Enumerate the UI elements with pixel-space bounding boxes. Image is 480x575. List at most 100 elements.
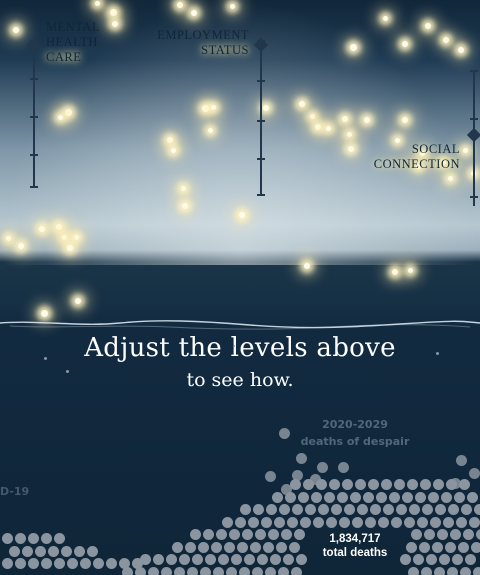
death-dot xyxy=(437,529,448,540)
death-dot xyxy=(351,516,363,528)
death-dot xyxy=(297,491,309,503)
slider-tick xyxy=(257,194,265,196)
death-dot xyxy=(242,529,253,540)
light-orb xyxy=(325,125,331,131)
death-dot xyxy=(121,566,133,575)
slider-track xyxy=(33,40,35,188)
death-dot xyxy=(439,554,450,565)
light-orb xyxy=(346,131,352,137)
light-orb xyxy=(392,269,398,275)
death-dot xyxy=(93,558,104,569)
slider-tick xyxy=(470,196,478,198)
slider-tick xyxy=(257,158,265,160)
death-dot xyxy=(15,558,26,569)
death-dot xyxy=(73,545,85,557)
death-dot xyxy=(370,504,381,515)
light-orb xyxy=(407,267,413,273)
light-orb xyxy=(402,41,408,47)
light-orb xyxy=(239,212,245,218)
death-dot xyxy=(457,541,469,553)
death-dot xyxy=(277,566,289,575)
sinking-dot xyxy=(233,345,235,347)
death-dot xyxy=(459,479,470,490)
total-deaths: 1,834,717 total deaths xyxy=(305,532,405,560)
death-dot xyxy=(362,491,374,503)
total-deaths-label: total deaths xyxy=(322,547,388,559)
death-dot xyxy=(54,533,65,544)
death-dot xyxy=(247,516,259,528)
death-dot xyxy=(47,545,59,557)
death-dot xyxy=(216,529,227,540)
death-dot xyxy=(249,541,261,553)
death-dot xyxy=(203,529,214,540)
light-orb xyxy=(402,117,408,123)
death-dot xyxy=(275,541,287,553)
light-orb xyxy=(462,147,468,153)
death-dot xyxy=(431,541,443,553)
death-dot xyxy=(433,479,444,490)
light-orb xyxy=(304,263,310,269)
death-dot xyxy=(474,504,480,515)
death-dot xyxy=(147,566,159,575)
light-orb xyxy=(382,15,388,21)
death-dot xyxy=(465,554,476,565)
death-dot xyxy=(271,491,283,503)
death-dot xyxy=(244,554,255,565)
death-dot xyxy=(296,453,307,464)
death-dot xyxy=(440,491,452,503)
light-orb xyxy=(94,0,100,6)
death-dot xyxy=(400,554,411,565)
death-dot xyxy=(184,541,196,553)
death-dot xyxy=(80,558,91,569)
death-dot xyxy=(388,491,400,503)
light-orb xyxy=(229,3,235,9)
light-orb xyxy=(109,8,117,16)
death-dot xyxy=(323,491,335,503)
employment-label: EMPLOYMENT STATUS xyxy=(157,28,249,58)
death-dot xyxy=(420,566,432,575)
death-dot xyxy=(190,529,201,540)
death-dot xyxy=(446,479,457,490)
headline: Adjust the levels above xyxy=(84,333,396,363)
death-dot xyxy=(470,541,480,553)
death-dot xyxy=(54,558,65,569)
social-connection-slider-handle[interactable] xyxy=(466,128,480,143)
light-orb xyxy=(39,226,45,232)
light-orb xyxy=(182,203,188,209)
slider-tick xyxy=(30,116,38,118)
light-orb xyxy=(364,117,370,123)
death-dot xyxy=(173,566,185,575)
light-orb xyxy=(458,47,464,53)
slider-tick xyxy=(30,186,38,188)
death-dot xyxy=(448,504,459,515)
social-connection-slider[interactable] xyxy=(466,70,480,206)
death-dot xyxy=(318,504,329,515)
death-dot xyxy=(28,533,39,544)
death-dot xyxy=(255,529,266,540)
employment-slider[interactable] xyxy=(253,37,269,196)
death-dot xyxy=(461,504,472,515)
death-dot xyxy=(238,566,250,575)
social-connection-label: SOCIAL CONNECTION xyxy=(374,142,460,172)
covid-label: D-19 xyxy=(0,485,30,498)
death-dot xyxy=(199,566,211,575)
label-line: MENTAL xyxy=(46,20,101,34)
death-dot xyxy=(453,491,465,503)
mental-health-slider[interactable] xyxy=(26,37,42,188)
death-dot xyxy=(396,504,407,515)
death-dot xyxy=(229,529,240,540)
light-orb xyxy=(309,113,315,119)
light-orb xyxy=(191,10,197,16)
death-dot xyxy=(231,554,242,565)
decade-range: 2020-2029 xyxy=(322,418,388,431)
death-dot xyxy=(468,516,480,528)
death-dot xyxy=(325,516,337,528)
light-orb xyxy=(315,124,321,130)
total-deaths-value: 1,834,717 xyxy=(329,533,381,545)
death-dot xyxy=(401,491,413,503)
death-dot xyxy=(106,558,117,569)
death-dot xyxy=(257,554,268,565)
death-dot xyxy=(8,545,20,557)
death-dot xyxy=(296,554,307,565)
